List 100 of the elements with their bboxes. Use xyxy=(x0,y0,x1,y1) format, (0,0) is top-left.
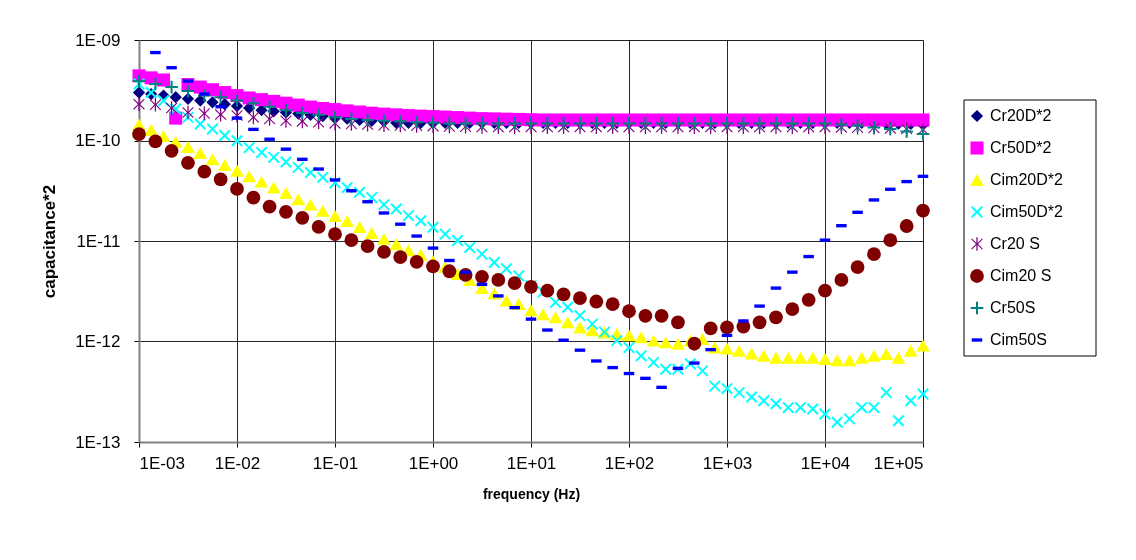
point xyxy=(654,116,669,131)
y-tick-label: 1E-10 xyxy=(75,131,121,150)
point xyxy=(295,210,310,225)
x-tick-label: 1E-01 xyxy=(312,453,359,473)
legend-label: Cim20D*2 xyxy=(990,171,1064,188)
point xyxy=(589,294,604,309)
y-tick-label: 1E-13 xyxy=(75,432,121,452)
point xyxy=(295,105,310,121)
point xyxy=(442,264,457,279)
point xyxy=(736,116,751,131)
point xyxy=(280,114,292,128)
point xyxy=(393,250,408,265)
point xyxy=(622,304,636,319)
point xyxy=(491,273,506,287)
point xyxy=(573,291,587,306)
legend-label: Cr20 S xyxy=(990,235,1040,252)
point xyxy=(214,107,227,122)
point xyxy=(360,112,375,128)
point xyxy=(262,199,277,214)
point xyxy=(409,114,424,130)
point xyxy=(278,102,294,118)
point xyxy=(328,227,342,242)
point xyxy=(801,292,816,307)
point xyxy=(556,287,571,302)
x-tick-label: 1E+00 xyxy=(408,453,459,473)
legend-label: Cim20 S xyxy=(990,267,1052,284)
point xyxy=(197,164,212,179)
point xyxy=(377,244,391,259)
point xyxy=(213,89,228,105)
point xyxy=(752,315,767,330)
y-axis-title: capacitance*2 xyxy=(40,184,60,299)
point xyxy=(638,116,653,131)
point xyxy=(246,95,261,111)
x-tick-label: 1E+04 xyxy=(800,453,851,473)
point xyxy=(148,76,163,92)
point xyxy=(605,297,620,312)
point xyxy=(132,127,146,141)
point xyxy=(654,308,669,323)
point xyxy=(507,116,522,131)
point xyxy=(915,126,931,142)
point xyxy=(818,283,832,298)
point xyxy=(131,73,147,89)
point xyxy=(426,259,440,274)
point xyxy=(491,116,506,131)
x-tick-label: 1E+01 xyxy=(506,453,557,473)
point xyxy=(180,83,196,99)
y-tick-label: 1E-09 xyxy=(75,30,121,50)
y-tick-label: 1E-11 xyxy=(76,231,121,251)
point xyxy=(867,247,881,262)
point xyxy=(475,269,489,284)
point xyxy=(769,310,783,325)
point xyxy=(605,116,620,131)
x-tick-label: 1E+02 xyxy=(604,453,655,473)
point xyxy=(703,116,718,131)
point xyxy=(230,182,244,196)
x-tick-label: 1E+05 xyxy=(873,453,924,473)
point xyxy=(801,116,816,131)
x-tick-label: 1E+03 xyxy=(702,453,753,473)
legend-label: Cr50S xyxy=(990,299,1036,316)
point xyxy=(540,283,555,298)
point xyxy=(409,254,424,269)
point xyxy=(181,155,195,170)
point xyxy=(899,219,914,233)
point xyxy=(182,105,194,120)
point xyxy=(703,321,718,336)
point xyxy=(311,107,326,123)
point xyxy=(247,110,260,125)
point xyxy=(687,116,702,131)
point xyxy=(213,172,228,187)
legend-label: Cr20D*2 xyxy=(990,107,1052,124)
point xyxy=(360,239,375,253)
point xyxy=(311,220,326,234)
point xyxy=(229,93,245,108)
point xyxy=(149,97,162,112)
point xyxy=(916,203,930,218)
point xyxy=(638,308,653,323)
point xyxy=(279,204,293,219)
point xyxy=(393,114,408,129)
point xyxy=(262,99,277,114)
legend-label: Cim50D*2 xyxy=(990,203,1064,220)
x-tick-label: 1E-03 xyxy=(139,453,185,473)
point xyxy=(850,260,865,274)
point xyxy=(589,116,604,131)
point xyxy=(197,88,212,103)
point xyxy=(133,97,145,111)
point xyxy=(344,111,359,127)
point xyxy=(507,276,522,291)
point xyxy=(165,101,178,115)
point xyxy=(687,336,702,351)
point xyxy=(540,116,555,131)
legend-label: Cim50S xyxy=(990,331,1047,348)
point xyxy=(785,302,800,316)
point xyxy=(785,116,800,131)
point xyxy=(246,190,261,205)
point xyxy=(164,79,179,95)
x-axis-title: frequency (Hz) xyxy=(482,485,581,502)
y-tick-label: 1E-12 xyxy=(75,332,121,351)
legend-label: Cr50D*2 xyxy=(990,139,1052,156)
point xyxy=(720,320,734,335)
point xyxy=(883,233,898,248)
